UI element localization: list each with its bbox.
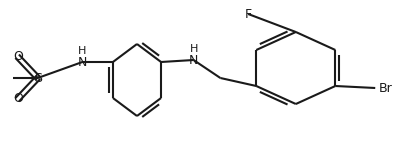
Text: Br: Br — [379, 81, 393, 95]
Text: O: O — [13, 93, 23, 105]
Text: N: N — [78, 55, 87, 69]
Text: H: H — [189, 44, 198, 54]
Text: N: N — [189, 54, 198, 67]
Text: O: O — [13, 50, 23, 64]
Text: F: F — [245, 7, 252, 21]
Text: S: S — [34, 71, 42, 85]
Text: H: H — [78, 46, 87, 56]
